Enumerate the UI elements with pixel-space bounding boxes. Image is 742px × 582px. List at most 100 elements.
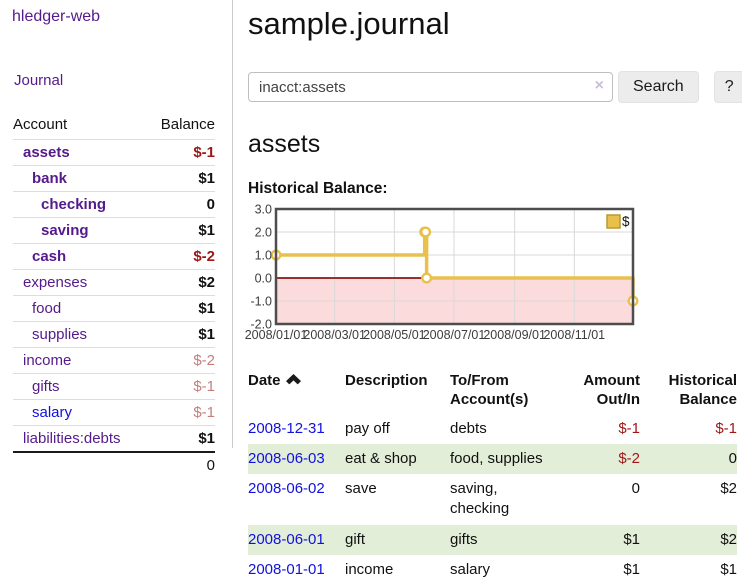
register-row: 2008-06-02 save saving, checking 0 $2	[248, 474, 737, 525]
sort-ascending-icon	[285, 372, 301, 391]
account-heading: assets	[248, 130, 321, 158]
svg-text:2.0: 2.0	[255, 226, 272, 240]
account-row: food $1	[13, 295, 215, 322]
svg-text:1.0: 1.0	[255, 249, 272, 263]
transaction-date-link[interactable]: 2008-06-02	[248, 480, 325, 497]
account-balance: $2	[198, 274, 215, 291]
account-link[interactable]: income	[23, 352, 72, 369]
transaction-amount: $-1	[618, 419, 640, 437]
account-balance: 0	[206, 196, 215, 213]
transaction-date-link[interactable]: 2008-06-01	[248, 530, 325, 548]
svg-text:2008/09/01: 2008/09/01	[483, 328, 546, 342]
account-row: checking 0	[13, 191, 215, 218]
account-row: assets $-1	[13, 139, 215, 166]
account-row: income $-2	[13, 347, 215, 374]
search-input[interactable]	[248, 72, 613, 102]
account-balance: $1	[198, 430, 215, 447]
transaction-balance: $2	[720, 530, 737, 548]
transaction-date-link[interactable]: 2008-01-01	[248, 560, 325, 578]
transaction-balance: $2	[720, 480, 737, 497]
sidebar-item-journal[interactable]: Journal	[14, 72, 64, 89]
transaction-accounts: salary	[450, 560, 491, 578]
account-link[interactable]: checking	[41, 196, 107, 213]
account-link[interactable]: salary	[32, 404, 73, 421]
svg-text:2008/05/01: 2008/05/01	[363, 328, 426, 342]
svg-text:-2.0: -2.0	[250, 318, 272, 332]
main-content: sample.journal × Search ? assets Histori…	[233, 0, 742, 582]
clear-search-icon[interactable]: ×	[594, 77, 604, 94]
transaction-description: eat & shop	[345, 449, 417, 467]
transaction-balance: $-1	[715, 419, 737, 437]
svg-text:-1.0: -1.0	[250, 295, 272, 309]
register-header-balance: Historical Balance	[668, 372, 737, 408]
transaction-amount: $1	[623, 530, 640, 548]
accounts-total: 0	[206, 457, 215, 474]
account-link[interactable]: expenses	[23, 274, 88, 291]
account-row: supplies $1	[13, 321, 215, 348]
transaction-accounts: debts	[450, 419, 487, 437]
register-row: 2008-12-31 pay off debts $-1 $-1	[248, 414, 737, 444]
account-balance: $1	[198, 326, 215, 343]
register-row: 2008-06-01 gift gifts $1 $2	[248, 524, 737, 555]
svg-text:0.0: 0.0	[255, 272, 272, 286]
accounts-header-account: Account	[13, 116, 68, 133]
account-row: cash $-2	[13, 243, 215, 270]
register-header-accounts: To/From Account(s)	[450, 372, 529, 408]
account-balance: $-1	[193, 378, 215, 395]
transaction-description: save	[345, 480, 377, 497]
account-link[interactable]: gifts	[32, 378, 60, 395]
accounts-table: Account Balance assets $-1	[13, 112, 215, 478]
transaction-amount: 0	[631, 480, 640, 497]
account-row: liabilities:debts $1	[13, 425, 215, 453]
chart-title: Historical Balance:	[248, 180, 388, 197]
accounts-total-row: 0	[13, 452, 215, 478]
register-row: 2008-01-01 income salary $1 $1	[248, 555, 737, 582]
account-balance: $-2	[193, 248, 215, 265]
search-button[interactable]: Search	[618, 71, 699, 103]
register-header-amount: Amount Out/In	[583, 372, 640, 408]
register-table: Date Description To/From Account(s) Amou…	[248, 370, 737, 582]
search-form: × Search ?	[248, 71, 742, 103]
account-link[interactable]: supplies	[32, 326, 88, 343]
account-link[interactable]: assets	[23, 144, 70, 161]
account-balance: $1	[198, 170, 215, 187]
transaction-accounts: gifts	[450, 530, 478, 548]
help-button[interactable]: ?	[713, 71, 742, 103]
account-row: expenses $2	[13, 269, 215, 296]
transaction-amount: $-2	[618, 449, 640, 467]
svg-text:2008/11/01: 2008/11/01	[543, 328, 605, 342]
account-link[interactable]: saving	[41, 222, 89, 239]
account-link[interactable]: cash	[32, 248, 67, 265]
account-balance: $-2	[193, 352, 215, 369]
account-balance: $-1	[193, 144, 215, 161]
account-link[interactable]: liabilities:debts	[23, 430, 121, 447]
transaction-date-link[interactable]: 2008-06-03	[248, 449, 325, 467]
transaction-date-link[interactable]: 2008-12-31	[248, 419, 325, 437]
transaction-accounts: saving, checking	[450, 480, 510, 518]
historical-balance-chart: $3.0 2.0 1.0 0.0 -1.0 -2.0 2008/01/01 2008/03/0…	[245, 203, 639, 347]
account-link[interactable]: food	[32, 300, 62, 317]
transaction-balance: 0	[728, 449, 737, 467]
svg-text:2008/03/01: 2008/03/01	[303, 328, 366, 342]
svg-text:2008/07/01: 2008/07/01	[423, 328, 486, 342]
account-row: bank $1	[13, 165, 215, 192]
register-row: 2008-06-03 eat & shop food, supplies $-2…	[248, 443, 737, 474]
svg-text:2008/01/01: 2008/01/01	[245, 328, 308, 342]
account-row: salary $-1	[13, 399, 215, 426]
transaction-amount: $1	[623, 560, 640, 578]
account-link[interactable]: bank	[32, 170, 68, 187]
brand-link[interactable]: hledger-web	[12, 8, 101, 25]
account-balance: $1	[198, 222, 215, 239]
transaction-accounts: food, supplies	[450, 449, 543, 467]
register-header-date[interactable]: Date	[248, 370, 345, 414]
transaction-balance: $1	[720, 560, 737, 578]
page-title: sample.journal	[248, 6, 450, 41]
sidebar: hledger-web Journal Account Balance asse…	[0, 0, 233, 474]
accounts-header-balance: Balance	[160, 116, 215, 133]
account-row: saving $1	[13, 217, 215, 244]
account-row: gifts $-1	[13, 373, 215, 400]
account-balance: $-1	[193, 404, 215, 421]
account-balance: $1	[198, 300, 215, 317]
svg-text:3.0: 3.0	[255, 203, 272, 217]
